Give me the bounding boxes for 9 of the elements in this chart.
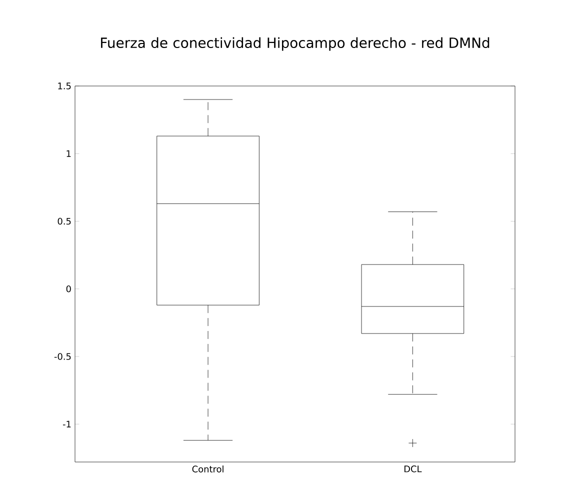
y-tick-label: 0 [66,285,71,292]
y-tick-label: -0.5 [54,353,71,360]
y-tick-label: 0.5 [58,218,71,225]
y-tick-label: 1 [66,150,71,157]
x-tick-label: Control [192,466,224,472]
chart-title: Fuerza de conectividad Hipocampo derecho - red DMNd [101,37,490,51]
y-tick-label: 1.5 [58,82,71,90]
y-tick-label: -1 [62,420,71,428]
x-tick-label: DCL [404,466,422,472]
